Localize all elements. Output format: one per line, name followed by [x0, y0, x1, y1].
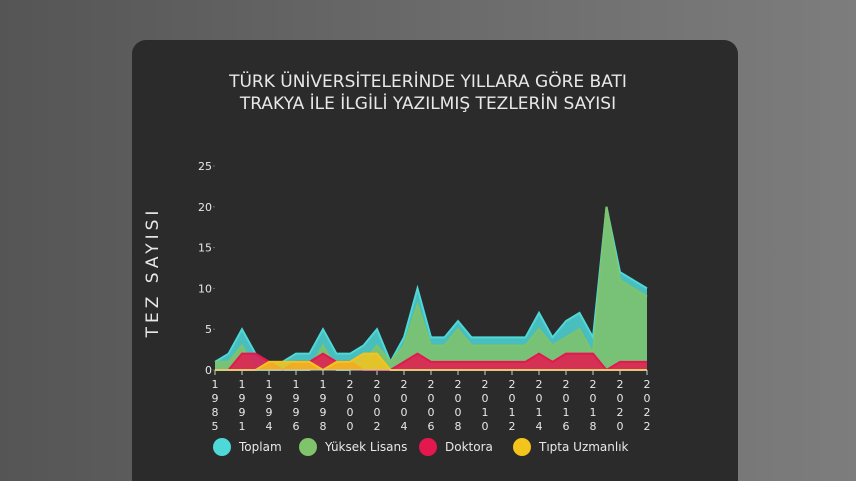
x-tick-label: 2006 — [425, 378, 438, 434]
x-tick-label: 2014 — [533, 378, 546, 434]
x-tick-label: 1998 — [317, 378, 330, 434]
legend-label: Yüksek Lisans — [324, 440, 407, 454]
x-tick-label: 2004 — [398, 378, 411, 434]
x-tick-label: 2012 — [506, 378, 519, 434]
legend-swatch — [419, 438, 437, 456]
y-tick-label: 5 — [205, 323, 212, 336]
x-tick-label: 2016 — [560, 378, 573, 434]
x-tick-label: 2008 — [452, 378, 465, 434]
x-tick-label: 1985 — [209, 378, 222, 434]
legend-swatch — [299, 438, 317, 456]
x-tick-label: 1994 — [263, 378, 276, 434]
x-tick-label: 2018 — [587, 378, 600, 434]
legend-label: Doktora — [445, 440, 493, 454]
legend-swatch — [213, 438, 231, 456]
chart-title: TRAKYA İLE İLGİLİ YAZILMIŞ TEZLERİN SAYI… — [239, 93, 616, 114]
x-tick-label: 2020 — [614, 378, 627, 434]
legend-swatch — [513, 438, 531, 456]
x-tick-label: 2022 — [641, 378, 654, 434]
y-tick-label: 0 — [205, 364, 212, 377]
y-tick-label: 20 — [198, 201, 212, 214]
legend-label: Toplam — [238, 440, 282, 454]
y-axis-label: TEZ SAYISI — [143, 207, 163, 339]
series-line — [214, 206, 648, 365]
x-tick-label: 1996 — [290, 378, 303, 434]
x-tick-label: 2010 — [479, 378, 492, 434]
legend-label: Tıpta Uzmanlık — [538, 440, 629, 454]
x-tick-label: 2000 — [344, 378, 357, 434]
y-tick-label: 25 — [198, 160, 212, 173]
x-tick-label: 1991 — [236, 378, 249, 434]
x-tick-label: 2002 — [371, 378, 384, 434]
chart-title: TÜRK ÜNİVERSİTELERİNDE YILLARA GÖRE BATI — [228, 70, 627, 92]
y-tick-label: 10 — [198, 282, 212, 295]
y-tick-label: 15 — [198, 242, 212, 255]
